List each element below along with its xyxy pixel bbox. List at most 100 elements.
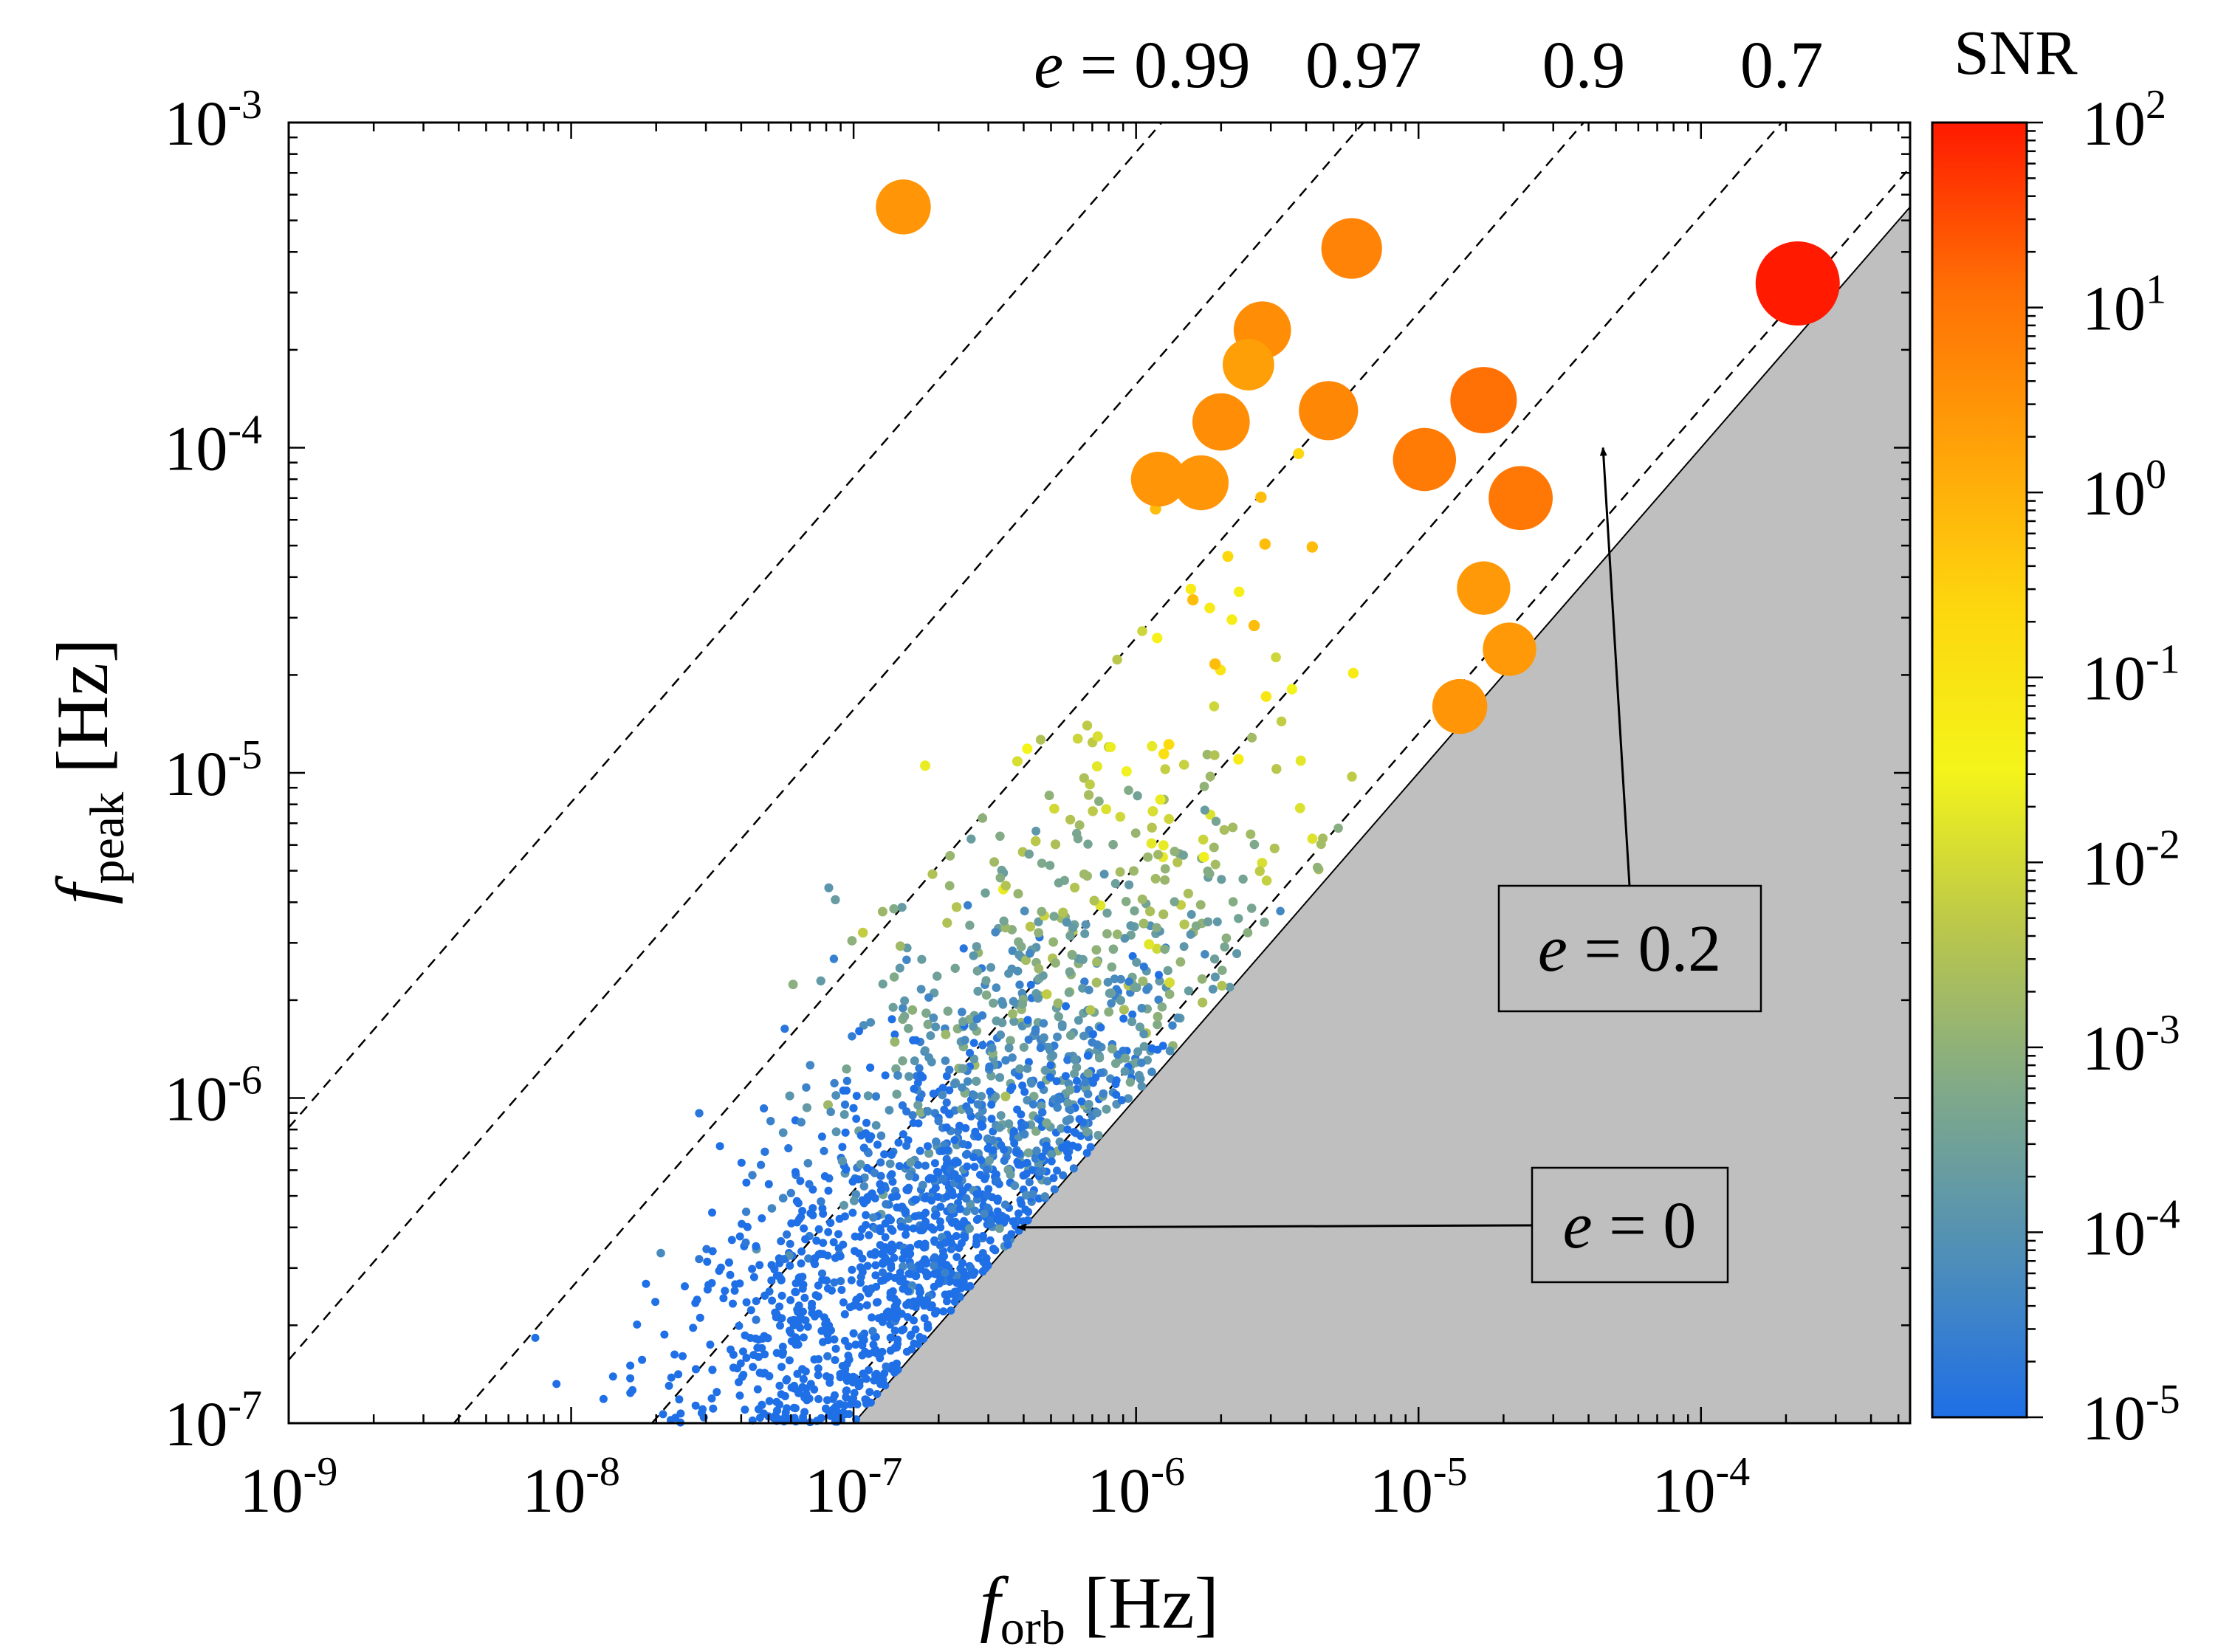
data-point [844, 1342, 853, 1351]
data-point [945, 1277, 954, 1286]
data-point [780, 1025, 789, 1033]
data-point [899, 1011, 910, 1022]
data-point [1018, 1081, 1027, 1090]
data-point [1178, 760, 1189, 770]
data-point [1070, 882, 1080, 892]
data-point [755, 1261, 764, 1270]
data-point [863, 1091, 873, 1101]
data-point [876, 1226, 885, 1235]
data-point [927, 1057, 936, 1067]
data-point [1008, 1083, 1017, 1092]
data-point [1247, 732, 1257, 743]
data-point [1103, 977, 1113, 987]
colorbar-tick-label: 10-4 [2082, 1191, 2180, 1268]
data-point [824, 1186, 833, 1195]
data-point [1004, 1119, 1014, 1129]
data-point [924, 1149, 934, 1158]
annotation-arrow [1599, 447, 1631, 887]
data-point [907, 1262, 916, 1271]
data-point [958, 1083, 966, 1092]
data-point [913, 1101, 923, 1110]
data-point [1128, 1010, 1137, 1019]
data-point [805, 1180, 814, 1188]
data-point [909, 1118, 918, 1127]
data-point-bright [1130, 451, 1187, 507]
data-point [1012, 1148, 1021, 1157]
data-point [834, 1230, 842, 1239]
data-point [1209, 842, 1219, 853]
data-point [741, 1405, 749, 1414]
data-point [1064, 988, 1074, 997]
data-point [781, 1412, 790, 1421]
data-point [908, 1111, 917, 1120]
data-point [1269, 843, 1280, 853]
data-point [894, 1138, 903, 1147]
data-point [787, 1219, 796, 1228]
data-point [842, 1165, 851, 1174]
data-point [772, 1309, 781, 1318]
data-point [828, 1394, 837, 1403]
data-point [715, 1142, 724, 1151]
data-point [729, 1299, 737, 1308]
data-point [991, 1246, 1000, 1255]
data-point [960, 1216, 969, 1225]
data-point [1130, 828, 1141, 838]
data-point [983, 1134, 992, 1143]
data-point [1200, 805, 1209, 815]
data-point [824, 883, 834, 892]
data-point [1065, 931, 1075, 941]
data-point [1119, 1046, 1127, 1056]
data-point [1072, 1084, 1081, 1093]
data-point [1017, 999, 1028, 1009]
data-point [910, 1056, 919, 1066]
data-point [865, 1388, 874, 1397]
data-point [1043, 1177, 1052, 1185]
data-point [1099, 870, 1109, 879]
data-point [1126, 921, 1136, 930]
data-point [918, 1180, 927, 1190]
data-point [996, 1030, 1005, 1039]
data-point [938, 1174, 948, 1183]
data-point [921, 1046, 930, 1055]
data-point [1191, 921, 1201, 931]
data-point [789, 1321, 798, 1329]
data-point [1069, 1164, 1078, 1173]
data-point [788, 980, 798, 990]
data-point [924, 1324, 933, 1332]
data-point [893, 1335, 902, 1344]
data-point [933, 1168, 941, 1176]
data-point [1108, 944, 1119, 954]
data-point [778, 1342, 787, 1351]
annotation-box [1531, 1166, 1729, 1284]
data-point [1083, 1068, 1093, 1078]
annotation-box [1497, 884, 1762, 1013]
data-point [916, 985, 926, 994]
data-point [1068, 923, 1078, 932]
data-point [799, 1416, 808, 1425]
data-point [796, 1324, 805, 1332]
data-point [909, 1224, 918, 1233]
data-point [1023, 1158, 1031, 1167]
y-tick-label: 10-6 [164, 1058, 262, 1135]
data-point [966, 834, 976, 844]
data-point [986, 1236, 995, 1245]
data-point-bright [1488, 466, 1553, 531]
data-point [1082, 720, 1093, 731]
data-point [902, 955, 911, 965]
data-point [1124, 1094, 1133, 1103]
data-point [798, 1284, 807, 1293]
data-point [902, 1141, 911, 1150]
data-point [1172, 857, 1183, 867]
data-point [1042, 989, 1052, 999]
data-point [916, 1264, 925, 1273]
data-point [1009, 1016, 1019, 1026]
data-point [628, 1386, 637, 1394]
data-point [1084, 1099, 1093, 1109]
data-point [830, 1078, 839, 1088]
data-point [972, 1014, 982, 1024]
data-point [1078, 954, 1088, 964]
data-point [839, 1240, 848, 1249]
data-point [1077, 1097, 1086, 1106]
data-point [924, 1174, 933, 1183]
